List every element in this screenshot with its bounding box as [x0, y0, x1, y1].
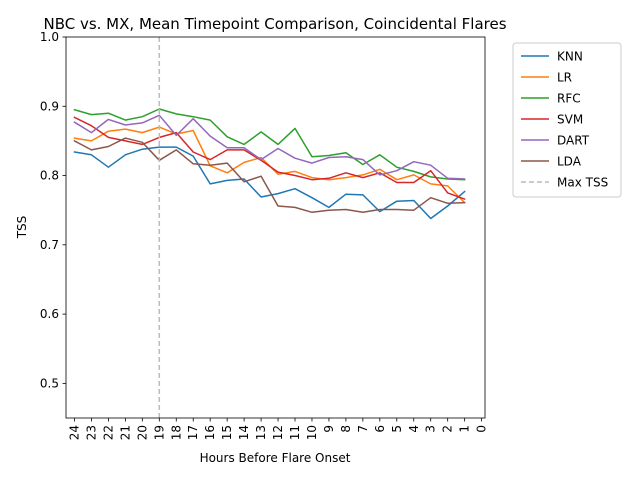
- series-line-dart: [73, 114, 466, 180]
- legend-label-lr: LR: [557, 71, 572, 85]
- y-tick-label: 0.6: [40, 307, 59, 321]
- plot-frame: [65, 36, 486, 419]
- legend-box: [512, 42, 622, 198]
- series-line-svm: [73, 116, 466, 201]
- y-tick-label: 0.5: [40, 376, 59, 390]
- plot-area: [65, 36, 486, 419]
- chart-title: NBC vs. MX, Mean Timepoint Comparison, C…: [43, 15, 506, 33]
- x-tick-label: 1: [458, 425, 472, 433]
- legend-label-max-tss: Max TSS: [557, 176, 608, 190]
- x-axis-label: Hours Before Flare Onset: [200, 451, 351, 465]
- legend-label-knn: KNN: [557, 50, 583, 64]
- y-tick-label: 0.7: [40, 238, 59, 252]
- x-tick-label: 18: [169, 425, 183, 440]
- x-tick-label: 0: [475, 425, 489, 433]
- series-line-rfc: [73, 108, 466, 181]
- x-tick-label: 3: [424, 425, 438, 433]
- x-tick-label: 11: [288, 425, 302, 440]
- legend: KNN LR RFC SVM DART LDA Max TSS: [512, 42, 622, 198]
- x-tick-label: 5: [390, 425, 404, 433]
- x-tick-label: 2: [441, 425, 455, 433]
- x-tick-label: 10: [305, 425, 319, 440]
- x-tick-label: 19: [152, 425, 166, 440]
- x-tick-label: 20: [135, 425, 149, 440]
- series-line-lda: [73, 137, 466, 214]
- legend-label-svm: SVM: [557, 113, 583, 127]
- y-tick-label: 1.0: [40, 30, 59, 44]
- x-tick-label: 8: [339, 425, 353, 433]
- y-tick-label: 0.9: [40, 99, 59, 113]
- legend-label-dart: DART: [557, 134, 590, 148]
- x-tick-label: 23: [84, 425, 98, 440]
- x-tick-label: 22: [101, 425, 115, 440]
- x-tick-label: 14: [237, 425, 251, 440]
- x-tick-label: 24: [67, 425, 81, 440]
- y-axis-label: TSS: [15, 216, 29, 240]
- x-tick-label: 21: [118, 425, 132, 440]
- x-axis: 24 23 22 21 20 19 18 17 16 15 14 13 12 11 10 9 8 7 6 5 4 3 2 1 0: [67, 418, 489, 440]
- legend-label-rfc: RFC: [557, 92, 581, 106]
- x-tick-label: 7: [356, 425, 370, 433]
- series-line-knn: [73, 146, 466, 220]
- x-tick-label: 6: [373, 425, 387, 433]
- x-tick-label: 16: [203, 425, 217, 440]
- x-tick-label: 15: [220, 425, 234, 440]
- x-tick-label: 17: [186, 425, 200, 440]
- x-tick-label: 13: [254, 425, 268, 440]
- x-tick-label: 12: [271, 425, 285, 440]
- y-axis: 0.5 0.6 0.7 0.8 0.9 1.0: [40, 30, 66, 390]
- y-tick-label: 0.8: [40, 169, 59, 183]
- legend-label-lda: LDA: [557, 155, 582, 169]
- x-tick-label: 4: [407, 425, 421, 433]
- x-tick-label: 9: [322, 425, 336, 433]
